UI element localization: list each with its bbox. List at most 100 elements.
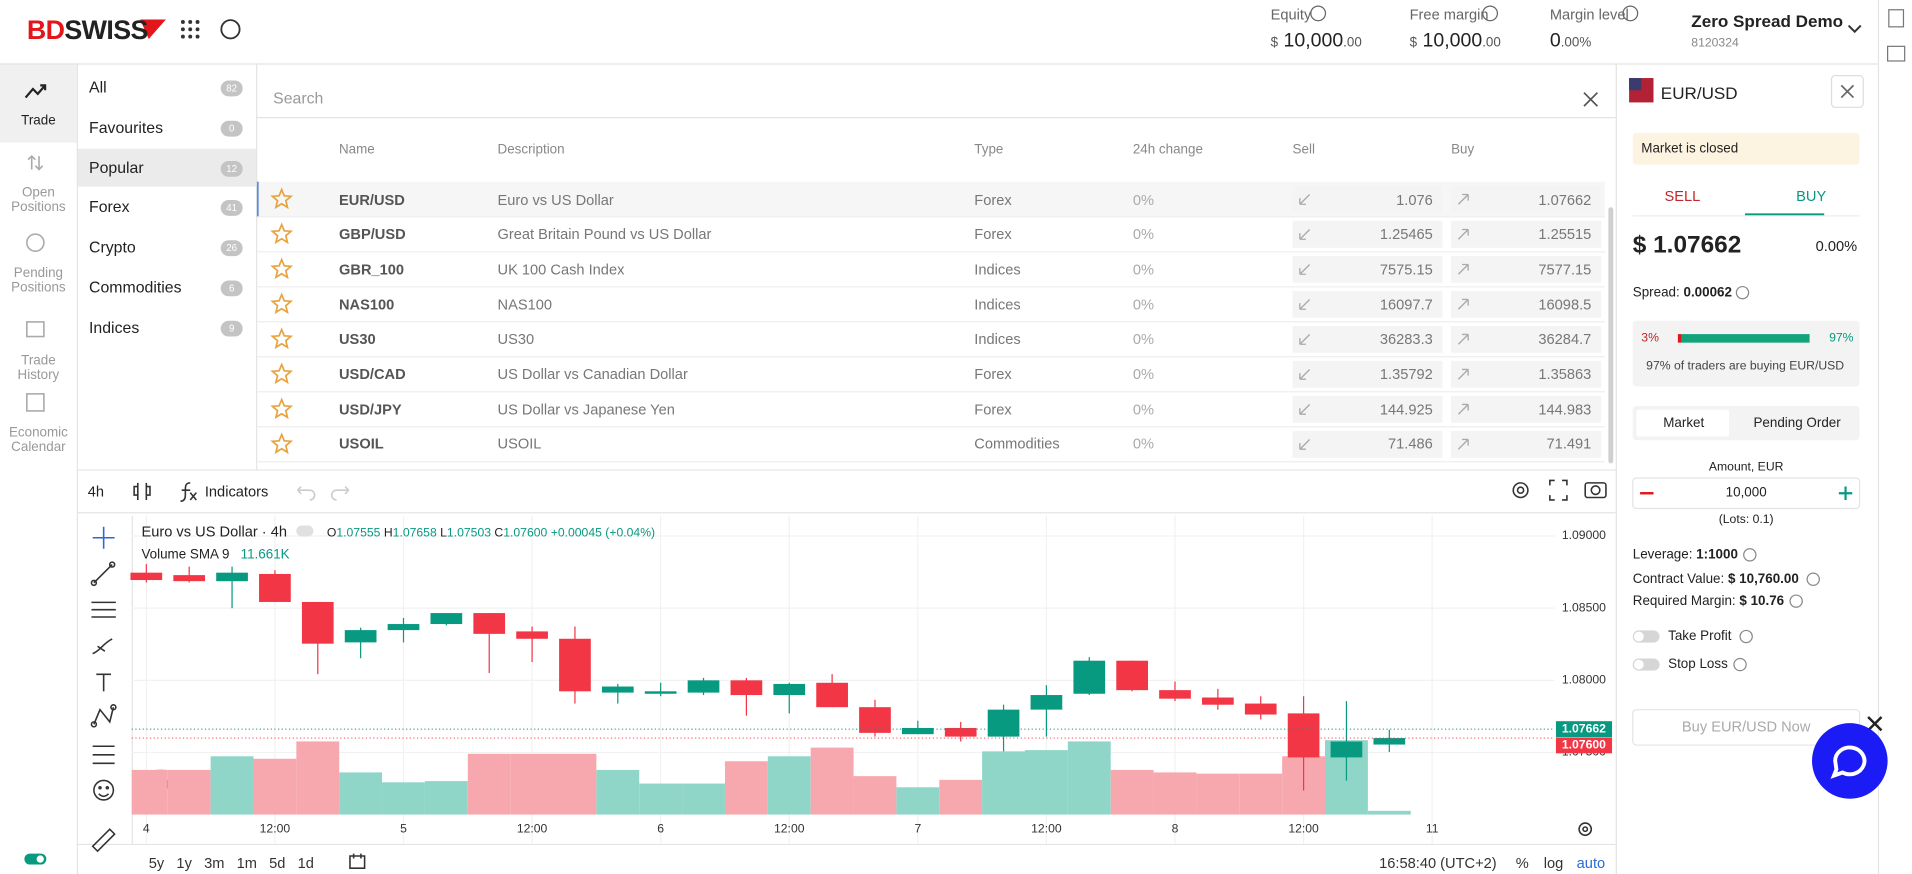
cell: EUR/USD [338,190,405,208]
nav-item[interactable]: Pending Positions [11,265,66,296]
order-type[interactable]: Pending Order [1753,415,1841,431]
price-cell[interactable] [1292,255,1443,283]
price-cell[interactable] [1451,325,1602,353]
range[interactable]: 5d [269,854,286,872]
legend-toggle[interactable] [295,525,314,537]
price-arrow [1299,438,1311,450]
category[interactable]: Forex [89,198,130,217]
pending-icon[interactable] [26,233,45,252]
calendar-icon[interactable] [26,393,45,412]
search-close[interactable] [1583,92,1599,107]
column-header[interactable]: Sell [1292,142,1315,158]
category[interactable]: Indices [89,318,140,337]
column-header[interactable]: Buy [1451,142,1475,158]
price-cell[interactable] [1292,325,1443,353]
range[interactable]: 1y [176,854,192,872]
trade-icon[interactable] [24,84,47,99]
amount: 0 [1549,30,1561,52]
stop-loss[interactable]: Stop Loss [1668,657,1728,672]
candle-body [773,683,806,696]
take-profit[interactable]: Take Profit [1668,629,1732,644]
price-cell[interactable] [1451,220,1602,248]
percent-toggle[interactable]: % [1515,854,1529,872]
price: 7575.15 [1379,260,1433,278]
contract-value: Contract Value: $ 10,760.00 [1633,572,1799,587]
chat-close[interactable] [1867,716,1883,732]
sell-tab[interactable]: SELL [1664,187,1701,205]
column-header[interactable]: Type [974,142,1004,158]
side-icon[interactable] [1888,9,1905,28]
price: 1.25465 [1379,225,1433,243]
column-header[interactable]: 24h change [1132,142,1203,158]
clock: 16:58:40 (UTC+2) [1379,854,1497,872]
favourite-star[interactable] [270,257,294,280]
category[interactable]: Favourites [89,118,164,137]
price-cell[interactable] [1292,360,1443,388]
market-status: Market is closed [1641,141,1739,157]
range[interactable]: 5y [148,854,165,872]
volume-bar [724,761,768,815]
indicators-button[interactable]: Indicators [204,482,269,500]
price-cell[interactable] [1451,290,1602,318]
favourite-star[interactable] [270,362,294,385]
price-cell[interactable] [1451,430,1602,458]
range[interactable]: 1m [236,854,257,872]
apps-icon[interactable] [180,19,200,39]
order-type-active[interactable] [1636,409,1730,437]
favourite-star[interactable] [270,222,294,245]
price-cell[interactable] [1292,220,1443,248]
nav-item[interactable]: Open Positions [11,185,66,215]
history-icon[interactable] [26,321,45,338]
value: $ 10,760.00 [1727,571,1799,587]
amount-input[interactable] [1632,477,1861,510]
nav-item[interactable]: Trade History [17,353,60,383]
favourite-star[interactable] [270,187,294,210]
log-toggle[interactable]: log [1543,854,1564,872]
category[interactable]: Commodities [89,278,182,297]
side-icon[interactable] [1887,45,1906,62]
decimals: .00 [1343,35,1362,50]
nav-item[interactable]: Economic Calendar [8,425,68,455]
deposit-icon[interactable] [220,19,241,40]
cell: 0% [1132,400,1154,418]
account-chevron[interactable] [1847,24,1862,34]
account-name[interactable]: Zero Spread Demo [1691,10,1844,31]
chat-button[interactable] [1812,723,1888,799]
candle-body [473,613,506,634]
favourite-star[interactable] [270,292,294,315]
panel-close[interactable] [1840,84,1855,99]
price-cell[interactable] [1292,185,1443,213]
panel-close-box[interactable] [1830,74,1864,108]
category[interactable]: Popular [89,158,144,177]
price-arrow [1457,298,1469,310]
price-cell[interactable] [1451,395,1602,423]
positions-icon[interactable] [27,154,44,171]
price-cell[interactable] [1292,290,1443,318]
submit-button[interactable]: Buy EUR/USD Now [1681,718,1811,736]
amount-value[interactable]: 10,000 [1725,485,1767,500]
auto-toggle[interactable]: auto [1576,854,1606,872]
favourite-star[interactable] [270,327,294,350]
range[interactable]: 1d [297,854,314,872]
price-cell[interactable] [1451,360,1602,388]
category[interactable]: Crypto [89,238,136,257]
column-header[interactable]: Description [497,142,565,158]
favourite-star[interactable] [270,432,294,455]
buy-tab[interactable]: BUY [1796,187,1827,205]
search-input[interactable]: Search [273,89,324,108]
favourite-star[interactable] [270,397,294,420]
order-type[interactable]: Market [1663,415,1705,431]
price-cell[interactable] [1451,255,1602,283]
nav-item[interactable]: Trade [21,113,56,129]
column-header[interactable]: Name [338,142,375,158]
price-cell[interactable] [1292,395,1443,423]
price-cell[interactable] [1451,185,1602,213]
range[interactable]: 3m [204,854,225,872]
category[interactable]: All [89,78,107,97]
amount-plus[interactable] [1838,486,1853,500]
candle-body [644,691,677,694]
volume-bar [596,769,640,815]
price-cell[interactable] [1292,430,1443,458]
interval[interactable]: 4h [87,482,105,500]
